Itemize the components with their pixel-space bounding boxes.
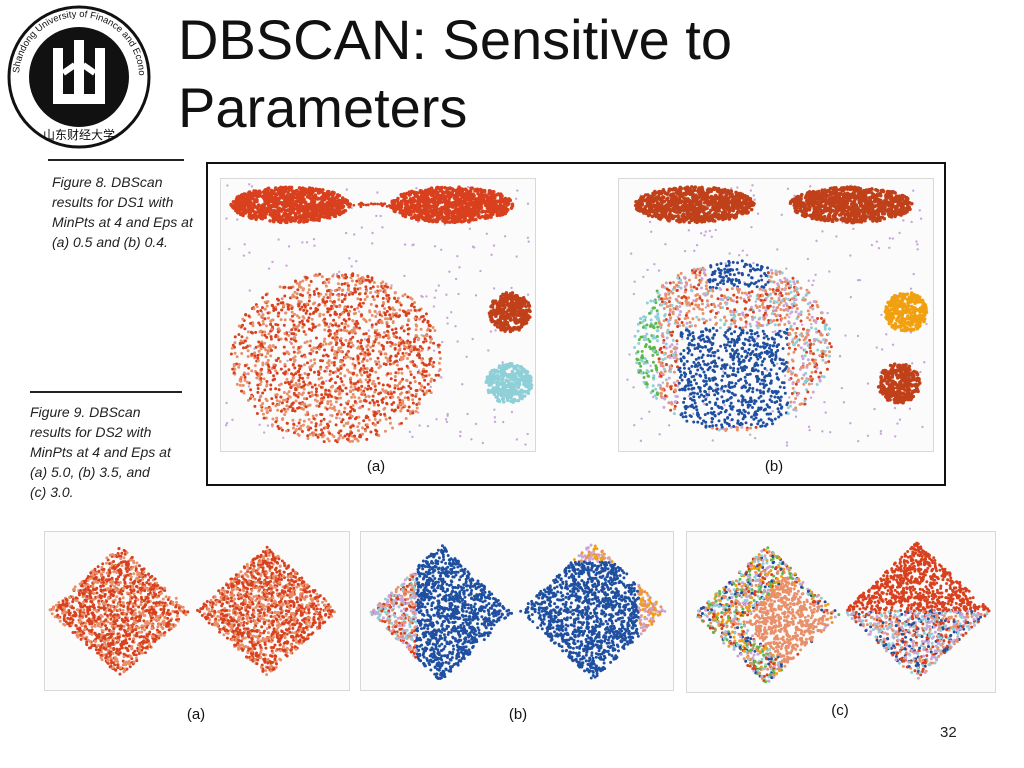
caption-line: results for DS1 with <box>52 194 174 210</box>
figure9-panel-b-plot <box>369 543 667 681</box>
figure8-frame: (a) (b) <box>206 162 946 486</box>
figure9-caption-rule <box>30 391 182 393</box>
scatter-points <box>48 547 190 676</box>
caption-line: results for DS2 with <box>30 424 152 440</box>
scatter-points <box>633 185 756 225</box>
caption-line: (c) 3.0. <box>30 484 74 500</box>
figure9-panel-a <box>44 531 350 691</box>
scatter-points <box>389 185 515 225</box>
figure8-panel-a-plot <box>224 183 534 446</box>
figure8-panel-b <box>618 178 934 452</box>
figure9-caption: Figure 9. DBScan results for DS2 with Mi… <box>30 402 171 502</box>
figure9-label-b: (b) <box>508 706 528 723</box>
caption-line: MinPts at 4 and Eps at <box>52 214 193 230</box>
scatter-points <box>487 291 532 334</box>
figure8-caption: Figure 8. DBScan results for DS1 with Mi… <box>52 172 193 252</box>
caption-line: Figure 8. DBScan <box>52 174 163 190</box>
scatter-points <box>229 185 352 225</box>
scatter-points <box>229 272 442 444</box>
scatter-points <box>845 541 991 680</box>
scatter-points <box>633 259 833 432</box>
title-line-2: Parameters <box>178 76 468 139</box>
figure8-caption-rule <box>48 159 184 161</box>
caption-line: (a) 0.5 and (b) 0.4. <box>52 234 168 250</box>
caption-line: (a) 5.0, (b) 3.5, and <box>30 464 150 480</box>
slide-title: DBSCAN: Sensitive to Parameters <box>178 6 998 142</box>
scatter-points <box>519 543 667 680</box>
scatter-points <box>696 546 841 684</box>
figure9-panel-c <box>686 531 996 693</box>
scatter-points <box>369 544 514 681</box>
svg-text:山东财经大学: 山东财经大学 <box>43 127 115 142</box>
figure8-panel-a <box>220 178 536 452</box>
figure9-panel-a-plot <box>48 545 336 677</box>
figure9-label-a: (a) <box>186 706 206 723</box>
scatter-points <box>788 185 914 225</box>
figure9-panel-c-plot <box>696 541 991 684</box>
scatter-points <box>348 201 395 209</box>
scatter-points <box>883 291 929 333</box>
university-seal-icon: Shandong University of Finance and Econo… <box>2 0 151 149</box>
scatter-points <box>876 362 922 405</box>
figure8-label-a: (a) <box>366 458 386 475</box>
scatter-points <box>196 545 336 677</box>
scatter-points <box>484 362 534 404</box>
page-number: 32 <box>940 724 957 741</box>
figure8-panel-b-plot <box>626 184 929 447</box>
title-line-1: DBSCAN: Sensitive to <box>178 8 732 71</box>
figure9-panel-b <box>360 531 674 691</box>
university-logo: Shandong University of Finance and Econo… <box>2 0 152 150</box>
figure9-label-c: (c) <box>831 702 849 719</box>
caption-line: MinPts at 4 and Eps at <box>30 444 171 460</box>
figure8-label-b: (b) <box>764 458 784 475</box>
caption-line: Figure 9. DBScan <box>30 404 141 420</box>
